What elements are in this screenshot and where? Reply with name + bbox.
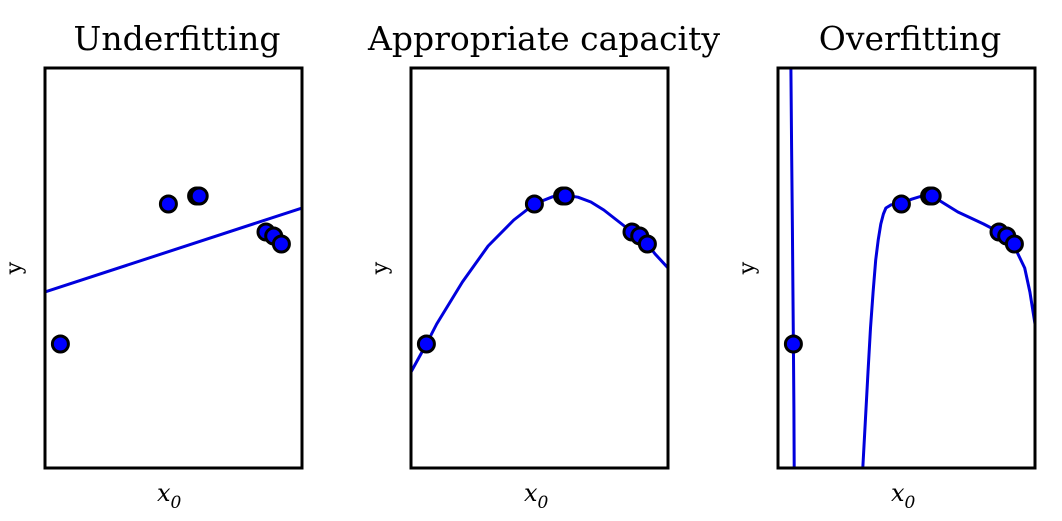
- underfitting-plot-area: [45, 186, 302, 354]
- appropriate-capacity-data-point: [555, 186, 575, 206]
- underfitting-fit-line: [45, 206, 302, 294]
- underfitting-data-point: [158, 194, 178, 214]
- overfitting-x-axis-label: x0: [891, 479, 916, 513]
- overfitting-axes-frame: [776, 66, 1037, 470]
- overfitting-title: Overfitting: [819, 19, 1001, 58]
- appropriate-capacity-y-axis-label: y: [368, 261, 393, 275]
- appropriate-capacity-axes-frame: [409, 66, 670, 470]
- underfitting-title: Underfitting: [74, 19, 281, 58]
- appropriate-capacity-title: Appropriate capacity: [367, 19, 720, 58]
- underfitting-data-point: [189, 186, 209, 206]
- underfitting-axes-frame: [43, 66, 304, 470]
- appropriate-capacity-data-point: [524, 194, 544, 214]
- appropriate-capacity-fit-line: [411, 193, 668, 373]
- overfitting-fit-line-1: [789, 68, 796, 468]
- underfitting-x-axis-label: x0: [157, 479, 182, 513]
- overfitting-data-point: [891, 194, 911, 214]
- appropriate-capacity-data-point: [637, 234, 657, 254]
- underfitting-data-point: [50, 334, 70, 354]
- overfitting-data-point: [922, 186, 942, 206]
- appropriate-capacity-panel: Appropriate capacity x0 y: [367, 19, 720, 513]
- overfitting-panel: Overfitting x0 y: [735, 19, 1037, 513]
- appropriate-capacity-data-point: [416, 334, 436, 354]
- appropriate-capacity-x-axis-label: x0: [524, 479, 549, 513]
- overfitting-y-axis-label: y: [735, 261, 760, 275]
- overfitting-plot-area: [783, 68, 1035, 468]
- underfitting-data-point: [271, 234, 291, 254]
- appropriate-capacity-plot-area: [411, 186, 668, 373]
- overfitting-data-point: [1004, 234, 1024, 254]
- underfitting-y-axis-label: y: [2, 261, 27, 275]
- overfitting-data-point: [783, 334, 803, 354]
- underfitting-panel: Underfitting x0 y: [2, 19, 304, 513]
